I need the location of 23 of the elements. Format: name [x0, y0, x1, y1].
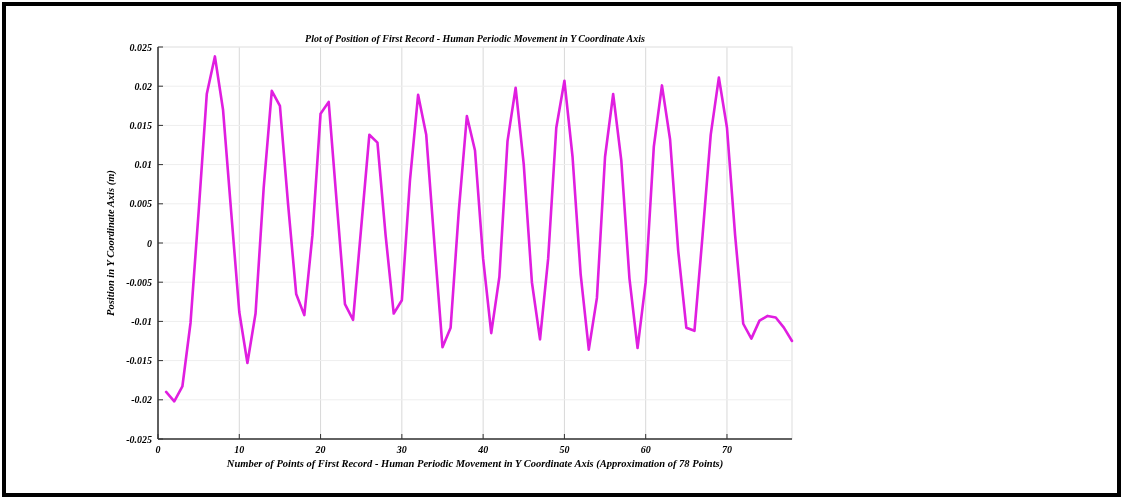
x-tick-label: 60	[640, 444, 651, 455]
x-axis-title: Number of Points of First Record - Human Periodic Movement in Y Coordinate Axis (Approximation of 78 Points)	[225, 458, 724, 470]
y-tick-label: 0.01	[134, 159, 152, 171]
x-tick-label: 70	[721, 444, 732, 455]
x-tick-label: 20	[314, 444, 326, 455]
x-tick-label: 40	[477, 444, 489, 455]
x-tick-label: 0	[155, 444, 161, 455]
y-tick-label: 0.025	[129, 41, 152, 53]
chart-title: Plot of Position of First Record - Human Periodic Movement in Y Coordinate Axis	[305, 33, 646, 44]
y-tick-label: -0.025	[126, 433, 152, 445]
x-tick-label: 50	[559, 444, 570, 455]
line-series	[164, 55, 794, 403]
x-tick-label: 30	[395, 444, 407, 455]
x-tick-label: 10	[234, 444, 245, 455]
y-tick-label: -0.01	[131, 315, 152, 327]
y-axis-title: Position in Y Coordinate Axis (m)	[105, 170, 117, 316]
y-tick-label: 0	[147, 237, 152, 249]
y-tick-label: -0.005	[126, 276, 152, 288]
y-tick-label: -0.02	[131, 394, 152, 406]
y-tick-label: 0.015	[129, 119, 152, 131]
y-tick-label: -0.015	[126, 355, 152, 367]
y-tick-label: 0.02	[134, 80, 152, 92]
y-tick-label: 0.005	[129, 198, 152, 210]
